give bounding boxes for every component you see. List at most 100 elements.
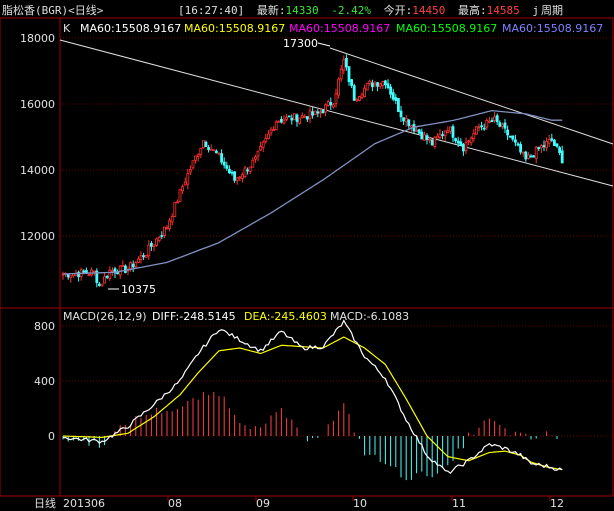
candle-body — [186, 172, 190, 185]
candle-body — [376, 82, 380, 87]
candle-body — [240, 174, 244, 179]
candle-body — [409, 125, 413, 128]
candle-body — [547, 139, 551, 144]
candle-body — [454, 138, 458, 142]
candle-body — [373, 82, 377, 86]
candle-body — [448, 126, 452, 132]
candle-body — [77, 271, 80, 278]
ma60-line — [62, 109, 563, 275]
candle-body — [407, 119, 411, 127]
y-tick-16000: 16000 — [20, 98, 55, 111]
open-label: 今开: — [383, 4, 413, 17]
x-axis-period: 日线 — [34, 496, 56, 510]
candle-body — [461, 143, 465, 152]
x-tick-label: 11 — [452, 497, 466, 510]
candle-body — [420, 131, 424, 140]
candle-body — [446, 130, 450, 134]
candle-body — [220, 153, 224, 163]
candle-body — [451, 126, 455, 138]
open-value: 14450 — [412, 4, 446, 17]
candle-body — [485, 119, 489, 128]
candle-body — [425, 135, 429, 141]
candle-body — [381, 81, 385, 87]
candle-body — [482, 127, 486, 130]
candle-body — [503, 122, 507, 129]
candle-body — [103, 276, 106, 284]
candle-body — [92, 270, 96, 273]
main-gridlines — [60, 37, 613, 237]
candle-body — [438, 133, 442, 138]
candle-body — [540, 145, 543, 149]
candle-body — [487, 120, 491, 123]
x-tick-label: 09 — [256, 497, 270, 510]
candle-body — [441, 134, 445, 136]
period-icon: j — [532, 4, 539, 17]
candle-body — [326, 101, 330, 106]
candle-body — [383, 80, 387, 86]
y-tick-18000: 18000 — [20, 32, 55, 45]
candle-body — [201, 140, 205, 148]
title-bar: 脂松香(BGR)<日线> [16:27:40] 最新:14330 -2.42% … — [0, 0, 614, 18]
macd-dea: DEA:-245.4603 — [244, 310, 327, 323]
candle-body — [155, 238, 159, 246]
candle-body — [347, 66, 351, 82]
candle-body — [282, 119, 286, 124]
candle-body — [321, 110, 325, 114]
candle-body — [469, 137, 473, 144]
candle-body — [516, 143, 520, 146]
candle-body — [529, 155, 533, 158]
candle-body — [225, 165, 229, 169]
ma-legend: K MA60:15508.9167 MA60:15508.9167 MA60:1… — [63, 22, 603, 35]
candle-body — [428, 138, 432, 141]
macd-value: MACD:-6.1083 — [330, 310, 409, 323]
y-tick-400: 400 — [34, 375, 55, 388]
candle-body — [173, 202, 177, 217]
candle-body — [287, 115, 291, 118]
candle-body — [266, 133, 270, 140]
y-tick-800: 800 — [34, 320, 55, 333]
candle-body — [238, 176, 242, 179]
candle-body — [113, 268, 117, 274]
candle-body — [339, 68, 343, 80]
candle-body — [334, 93, 338, 104]
candle-body — [209, 148, 213, 151]
candle-body — [480, 125, 484, 128]
period-button[interactable]: j 周期 — [532, 4, 563, 17]
candle-body — [118, 265, 122, 276]
diff-line — [62, 319, 563, 475]
ma-label-2: MA60:15508.9167 — [184, 22, 285, 35]
candle-body — [233, 171, 237, 181]
main-y-ticks: 18000 16000 14000 12000 — [20, 32, 55, 243]
macd-y-ticks: 800 400 0 — [34, 320, 55, 443]
candle-body — [443, 130, 447, 137]
candle-body — [378, 83, 382, 87]
candle-body — [259, 146, 263, 151]
macd-diff: DIFF:-248.5145 — [152, 310, 236, 323]
candle-body — [506, 129, 510, 136]
candle-body — [149, 242, 153, 247]
candle-body — [316, 111, 320, 114]
candle-body — [459, 141, 463, 146]
candle-body — [386, 83, 390, 89]
candle-body — [251, 159, 255, 168]
candle-body — [157, 237, 161, 242]
candle-body — [311, 111, 315, 116]
candle-body — [124, 265, 127, 273]
candle-body — [324, 104, 328, 113]
candle-body — [292, 113, 296, 120]
ma-label-5: MA60:15508.9167 — [502, 22, 603, 35]
candle-body — [368, 80, 372, 84]
candle-body — [129, 262, 133, 270]
candle-body — [500, 124, 504, 127]
candle-body — [264, 137, 268, 142]
candle-body — [396, 98, 400, 112]
latest-value: 14330 — [285, 4, 319, 17]
high-label: 最高: — [457, 4, 487, 17]
candle-body — [121, 265, 125, 267]
y-tick-14000: 14000 — [20, 164, 55, 177]
x-axis-ticks — [167, 496, 551, 501]
candle-body — [305, 116, 309, 120]
candle-body — [243, 167, 247, 177]
candle-body — [527, 154, 530, 159]
